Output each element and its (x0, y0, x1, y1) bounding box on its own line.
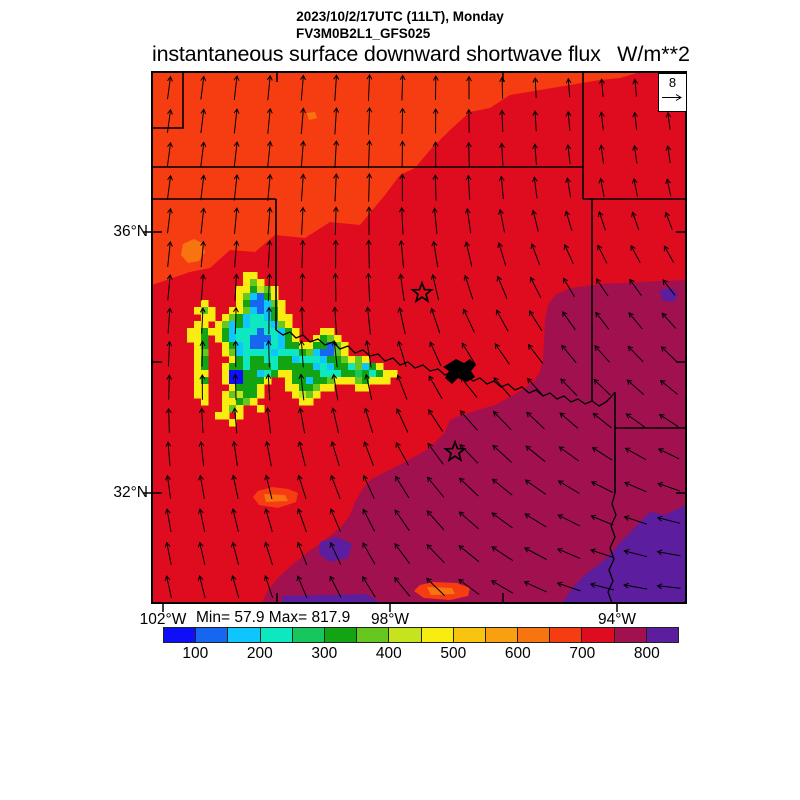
shade-orange-blob-mid-core (264, 494, 288, 502)
colorbar-label-400: 400 (375, 645, 402, 662)
shade-orange-blob-bottom-core (427, 587, 455, 595)
wind-reference-value: 8 (668, 75, 677, 90)
colorbar-label-800: 800 (633, 645, 660, 662)
colorbar-label-700: 700 (569, 645, 596, 662)
city-star-1 (443, 439, 467, 463)
colorbar-segment-9 (452, 627, 486, 643)
shade-orange-band-650-700 (152, 72, 640, 285)
colorbar-label-100: 100 (182, 645, 209, 662)
units-label: W/m**2 (617, 42, 690, 66)
colorbar-label-300: 300 (311, 645, 338, 662)
map-layers (152, 72, 686, 603)
colorbar (163, 627, 679, 643)
cloud-low-flux-region (187, 272, 398, 427)
minmax-label: Min= 57.9 Max= 817.9 (196, 609, 351, 626)
colorbar-segment-5 (323, 627, 358, 643)
colorbar-segment-7 (388, 627, 422, 643)
colorbar-segment-3 (259, 627, 293, 643)
colorbar-segment-2 (227, 627, 261, 643)
state-border-6 (152, 72, 184, 129)
colorbar-segment-8 (420, 627, 454, 643)
colorbar-segment-12 (549, 627, 583, 643)
city-star-0 (410, 280, 434, 304)
wind-vector-field (164, 73, 681, 599)
colorbar-label-200: 200 (246, 645, 273, 662)
colorbar-segment-0 (163, 627, 197, 643)
header-datetime: 2023/10/2/17UTC (11LT), Monday (296, 9, 504, 24)
shade-purple-patch-bottom (319, 537, 352, 562)
colorbar-segment-13 (581, 627, 615, 643)
shade-orange-patch-nw (181, 239, 205, 263)
colorbar-segment-6 (356, 627, 390, 643)
lat-tick-label-36n: 36°N (113, 223, 148, 240)
plot-title: instantaneous surface downward shortwave… (152, 42, 601, 66)
colorbar-label-500: 500 (440, 645, 467, 662)
river-1 (607, 492, 617, 603)
shade-maroon-region-750-800 (262, 280, 686, 603)
shade-purple-blob-right-edge (660, 288, 678, 302)
colorbar-label-600: 600 (504, 645, 531, 662)
header-model-name: FV3M0B2L1_GFS025 (296, 26, 431, 41)
colorbar-segment-10 (484, 627, 519, 643)
colorbar-segment-11 (517, 627, 551, 643)
wind-reference-arrow-icon (662, 94, 682, 101)
lon-tick-label-98w: 98°W (370, 611, 410, 628)
lake-texoma (443, 359, 476, 384)
axis-ticks (143, 72, 686, 612)
shade-orange-dot-top (307, 112, 317, 120)
colorbar-segment-1 (195, 627, 229, 643)
colorbar-segment-15 (645, 627, 679, 643)
colorbar-segment-4 (291, 627, 325, 643)
colorbar-segment-14 (613, 627, 647, 643)
colorbar-labels: 100 200 300 400 500 600 700 800 (163, 645, 679, 663)
lon-tick-label-94w: 94°W (597, 611, 637, 628)
shade-purple-corner-800-850 (562, 505, 686, 603)
lon-tick-label-102w: 102°W (139, 611, 187, 628)
map-frame (151, 71, 687, 604)
lat-tick-label-32n: 32°N (113, 484, 148, 501)
wind-reference-legend: 8 (658, 73, 687, 112)
